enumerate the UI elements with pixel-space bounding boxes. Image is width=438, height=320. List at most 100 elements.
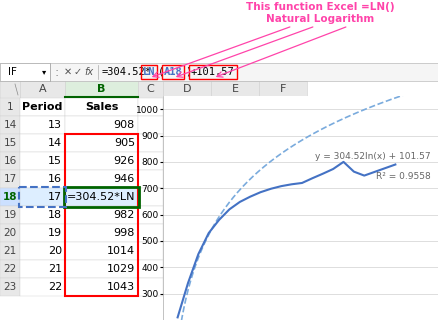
Text: 17: 17 <box>4 174 17 184</box>
Text: fx: fx <box>84 67 93 77</box>
Bar <box>65 152 138 170</box>
Bar <box>0 152 20 170</box>
Bar <box>138 206 162 224</box>
Text: 19: 19 <box>48 228 62 238</box>
Text: 19: 19 <box>4 210 17 220</box>
Bar <box>20 116 65 134</box>
Text: =304.52*: =304.52* <box>102 67 152 77</box>
Text: 17: 17 <box>48 192 62 202</box>
Bar <box>162 65 184 79</box>
Text: 15: 15 <box>4 138 17 148</box>
Bar <box>0 224 20 242</box>
Bar <box>138 278 162 296</box>
Bar <box>0 188 20 206</box>
Bar <box>65 134 138 296</box>
Text: ▾: ▾ <box>42 68 46 76</box>
Bar <box>19 187 66 207</box>
Bar <box>65 170 138 188</box>
Text: F: F <box>279 84 286 94</box>
Text: 20: 20 <box>4 228 17 238</box>
Text: This function Excel =LN(): This function Excel =LN() <box>246 2 394 12</box>
Bar <box>20 81 65 98</box>
Text: :: : <box>55 66 59 78</box>
Text: 18: 18 <box>3 192 17 202</box>
Text: B: B <box>97 84 106 94</box>
Bar <box>138 260 162 278</box>
Text: ✓: ✓ <box>74 67 82 77</box>
Text: 908: 908 <box>113 120 135 130</box>
Text: (: ( <box>158 67 164 77</box>
Text: 23: 23 <box>4 282 17 292</box>
Text: 13: 13 <box>48 120 62 130</box>
Bar <box>65 260 138 278</box>
Text: Sales: Sales <box>85 102 118 112</box>
Bar <box>20 170 65 188</box>
Text: +101.57: +101.57 <box>191 67 234 77</box>
Text: 1043: 1043 <box>106 282 135 292</box>
Bar <box>64 187 139 207</box>
Text: Natural Logarithm: Natural Logarithm <box>266 14 374 24</box>
Bar <box>258 81 306 98</box>
Text: 16: 16 <box>48 174 62 184</box>
Bar <box>65 206 138 224</box>
Bar <box>138 242 162 260</box>
Bar <box>20 224 65 242</box>
Bar <box>138 116 162 134</box>
Text: 21: 21 <box>48 264 62 274</box>
Text: 998: 998 <box>113 228 135 238</box>
Bar <box>0 242 20 260</box>
Bar <box>65 188 138 206</box>
Bar <box>0 170 20 188</box>
Bar <box>65 242 138 260</box>
Bar <box>138 170 162 188</box>
Text: 946: 946 <box>113 174 135 184</box>
Bar <box>0 116 20 134</box>
Text: LN: LN <box>143 67 155 77</box>
Bar <box>0 278 20 296</box>
Text: 982: 982 <box>113 210 135 220</box>
Bar <box>0 63 162 320</box>
Text: 1029: 1029 <box>106 264 135 274</box>
Bar <box>138 188 162 206</box>
Bar <box>211 81 258 98</box>
Bar <box>65 224 138 242</box>
Text: 905: 905 <box>113 138 135 148</box>
Bar <box>20 242 65 260</box>
Bar <box>20 278 65 296</box>
Bar <box>0 206 20 224</box>
Text: forecast: forecast <box>188 106 258 121</box>
Text: y = 304.52ln(x) + 101.57: y = 304.52ln(x) + 101.57 <box>314 152 430 161</box>
Bar <box>0 260 20 278</box>
Text: 926: 926 <box>113 156 135 166</box>
Text: 20: 20 <box>48 246 62 256</box>
Text: 21: 21 <box>4 246 17 256</box>
Bar <box>65 134 138 152</box>
Text: IF: IF <box>8 67 17 77</box>
Text: =304.52*LN: =304.52*LN <box>66 192 135 202</box>
Bar <box>0 134 20 152</box>
Text: 14: 14 <box>48 138 62 148</box>
Text: C: C <box>146 84 154 94</box>
Bar <box>162 81 211 98</box>
Bar <box>20 98 65 116</box>
Text: D: D <box>182 84 191 94</box>
Text: A: A <box>39 84 46 94</box>
Bar <box>189 65 237 79</box>
Text: Period: Period <box>22 102 63 112</box>
Text: 1014: 1014 <box>106 246 135 256</box>
Bar <box>20 260 65 278</box>
Bar <box>20 188 65 206</box>
Bar <box>65 278 138 296</box>
Bar <box>138 98 162 116</box>
Text: 14: 14 <box>4 120 17 130</box>
Text: R² = 0.9558: R² = 0.9558 <box>375 172 430 181</box>
Bar <box>0 63 50 81</box>
Bar <box>138 152 162 170</box>
Bar <box>20 206 65 224</box>
Text: 22: 22 <box>48 282 62 292</box>
Text: 15: 15 <box>48 156 62 166</box>
Bar <box>138 224 162 242</box>
Text: ): ) <box>184 67 191 77</box>
Bar <box>0 63 438 81</box>
Text: 18: 18 <box>48 210 62 220</box>
